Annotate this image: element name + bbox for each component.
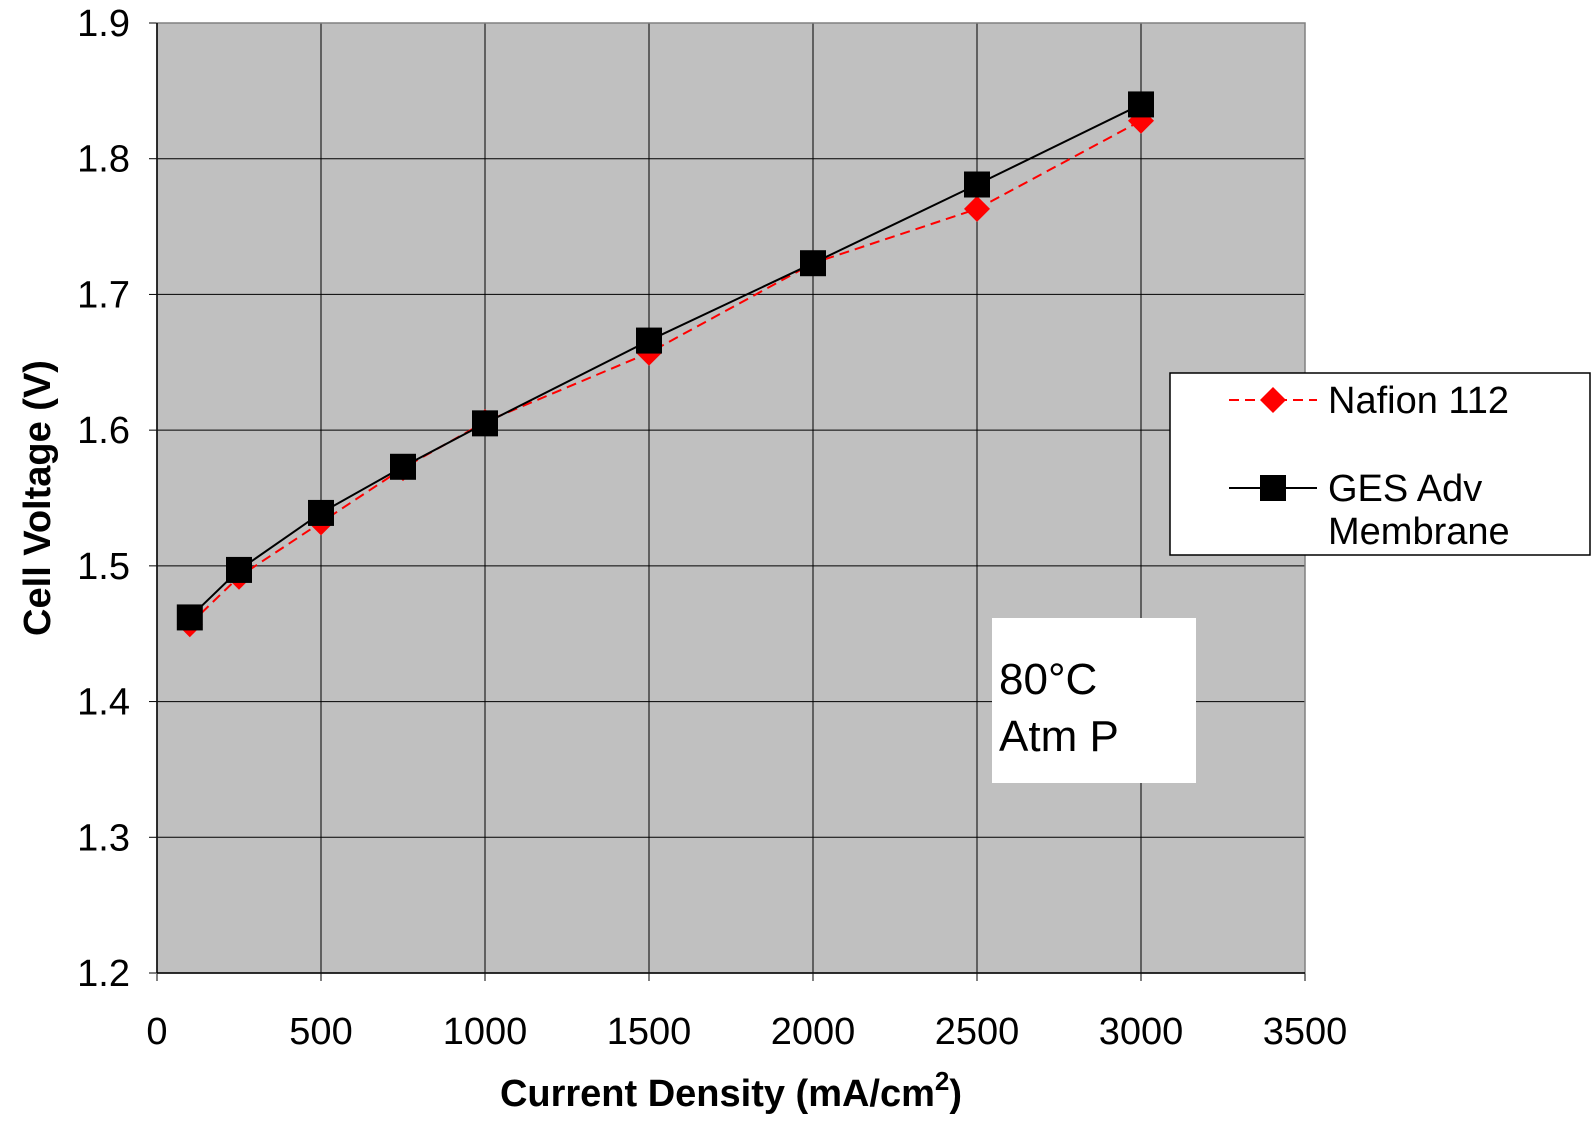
x-tick-label: 2500 <box>935 1011 1020 1053</box>
data-point-square <box>964 171 990 198</box>
annotation-box: 80°C Atm P <box>992 618 1196 783</box>
data-point-square <box>472 410 498 437</box>
series-layer <box>176 91 1154 638</box>
legend: Nafion 112 GES Adv Membrane <box>1169 372 1591 556</box>
legend-swatch-ges-marker <box>1260 475 1286 501</box>
legend-swatch-nafion-marker <box>1260 387 1286 413</box>
legend-label-nafion: Nafion 112 <box>1328 380 1509 422</box>
y-tick-label: 1.8 <box>77 139 130 181</box>
x-tick-label: 3500 <box>1263 1011 1348 1053</box>
x-tick-label: 3000 <box>1099 1011 1184 1053</box>
legend-box <box>1169 372 1591 556</box>
x-axis-title-superscript: 2 <box>935 1066 949 1096</box>
x-axis-title: Current Density (mA/cm2) <box>500 1066 962 1115</box>
legend-label-ges: GES Adv Membrane <box>1328 468 1510 553</box>
x-tick-label: 500 <box>289 1011 352 1053</box>
x-tick-label: 2000 <box>771 1011 856 1053</box>
x-tick-label: 1500 <box>607 1011 692 1053</box>
data-point-square <box>176 604 203 631</box>
tick-labels: 0 500 1000 1500 2000 2500 3000 3500 1.2 1.3 1.4 1.5… <box>77 3 1347 1053</box>
plot-area <box>157 23 1305 973</box>
x-tick-label: 1000 <box>443 1011 528 1053</box>
x-tick-label: 0 <box>146 1011 167 1053</box>
annotation-temperature: 80°C <box>999 655 1097 704</box>
y-tick-label: 1.6 <box>77 410 130 452</box>
data-point-square <box>226 556 252 583</box>
y-axis-title: Cell Voltage (V) <box>17 360 59 636</box>
y-tick-label: 1.9 <box>77 3 130 45</box>
annotation-text: 80°C Atm P <box>999 655 1119 761</box>
data-point-square <box>800 250 826 277</box>
y-tick-label: 1.4 <box>77 682 130 724</box>
x-axis-title-suffix: ) <box>949 1073 962 1115</box>
y-tick-label: 1.2 <box>77 953 130 995</box>
data-point-square <box>308 499 334 526</box>
data-point-diamond <box>964 195 990 222</box>
gridlines <box>157 23 1305 973</box>
x-axis-title-main: Current Density (mA/cm <box>500 1073 935 1115</box>
y-tick-label: 1.3 <box>77 817 130 859</box>
data-point-square <box>636 327 662 354</box>
data-point-square <box>390 453 416 480</box>
data-point-square <box>1128 91 1154 118</box>
y-tick-label: 1.5 <box>77 546 130 588</box>
annotation-pressure: Atm P <box>999 712 1119 761</box>
annotation-background <box>992 618 1196 783</box>
legend-label-ges-line1: GES Adv <box>1328 468 1482 510</box>
legend-label-ges-line2: Membrane <box>1328 511 1510 553</box>
y-tick-label: 1.7 <box>77 274 130 316</box>
